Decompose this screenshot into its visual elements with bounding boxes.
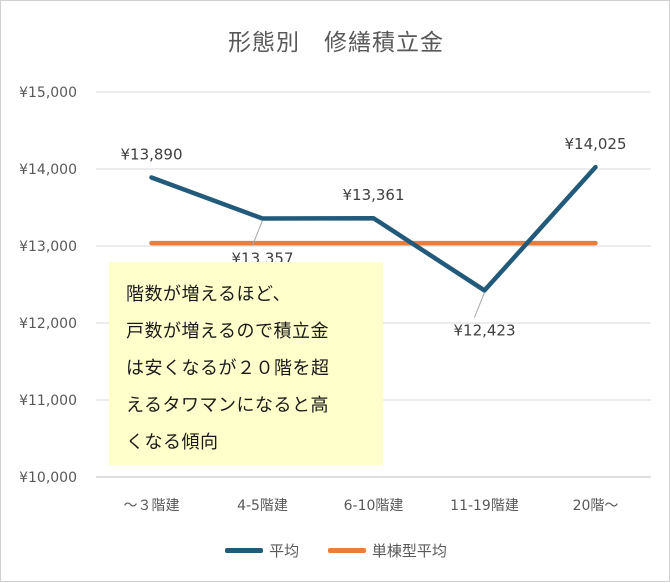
y-axis-ticks: ¥10,000 ¥11,000 ¥12,000 ¥13,000 ¥14,000 ¥15,0… <box>19 85 77 486</box>
note-line: 戸数が増えるので積立金 <box>126 313 373 350</box>
y-tick-label: ¥15,000 <box>19 85 77 101</box>
data-label: ¥13,361 <box>342 186 404 204</box>
x-tick-label: ～３階建 <box>124 498 180 514</box>
y-tick-label: ¥10,000 <box>19 470 77 486</box>
y-tick-label: ¥13,000 <box>19 239 77 255</box>
y-tick-label: ¥14,000 <box>19 162 77 178</box>
x-tick-label: 11-19階建 <box>450 498 519 514</box>
legend-item-average: 平均 <box>225 540 299 561</box>
note-line: 階数が増えるほど、 <box>126 276 373 313</box>
x-tick-label: 6-10階建 <box>344 498 404 514</box>
y-tick-label: ¥11,000 <box>19 393 77 409</box>
legend-label-single-building-average: 単棟型平均 <box>372 540 447 561</box>
data-label: ¥13,890 <box>120 145 182 163</box>
note-line: は安くなるが２０階を超 <box>126 350 373 387</box>
data-label-leader-line <box>475 292 485 317</box>
annotation-note: 階数が増えるほど、 戸数が増えるので積立金 は安くなるが２０階を超 えるタワマン… <box>109 262 383 465</box>
data-label: ¥12,423 <box>453 321 515 339</box>
legend-swatch-single-building-average <box>328 548 366 553</box>
legend-swatch-average <box>225 548 263 553</box>
note-line: くなる傾向 <box>126 424 373 461</box>
x-tick-label: 4-5階建 <box>237 498 288 514</box>
data-label: ¥14,025 <box>564 135 626 153</box>
x-tick-label: 20階～ <box>573 498 619 514</box>
legend-item-single-building-average: 単棟型平均 <box>328 540 447 561</box>
note-line: えるタワマンになると高 <box>126 387 373 424</box>
x-axis-ticks: ～３階建 4-5階建 6-10階建 11-19階建 20階～ <box>124 498 619 514</box>
legend-label-average: 平均 <box>269 540 299 561</box>
legend: 平均 単棟型平均 <box>1 539 670 561</box>
y-tick-label: ¥12,000 <box>19 316 77 332</box>
